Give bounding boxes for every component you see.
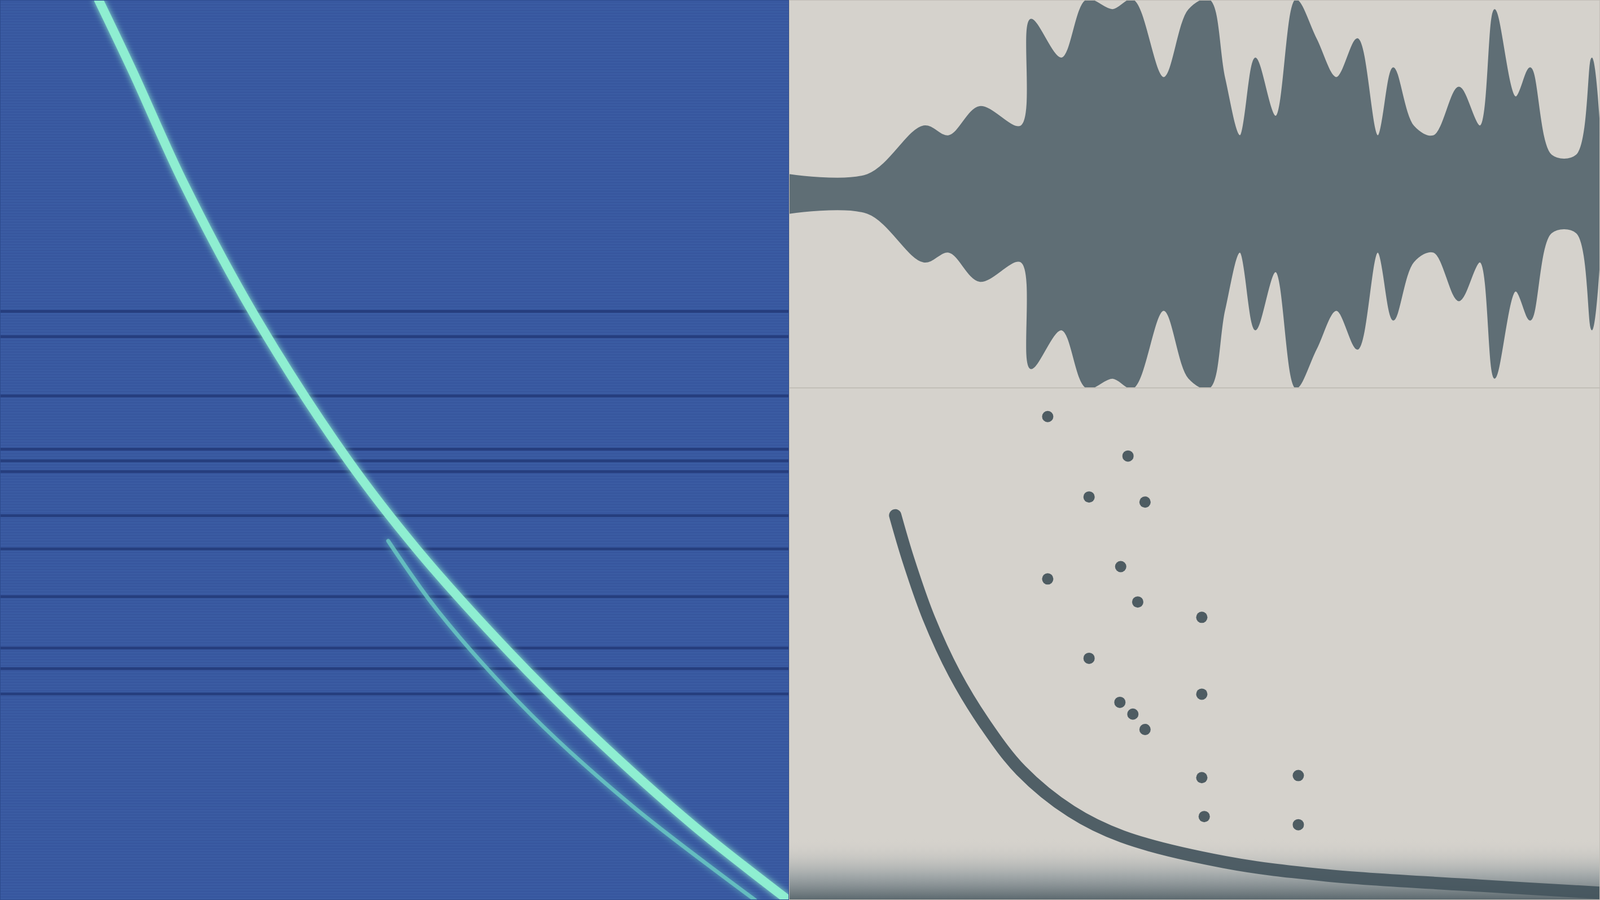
plot-frame	[0, 0, 789, 900]
flagged-channel	[0, 309, 789, 313]
flagged-channel	[0, 394, 789, 398]
background	[788, 387, 1600, 900]
scatter-point	[1198, 810, 1211, 822]
scatter-point	[1195, 611, 1208, 623]
scatter-point	[1139, 496, 1151, 508]
scatter-point	[1292, 818, 1304, 831]
scatter-point	[1292, 769, 1304, 782]
flagged-channel	[0, 447, 789, 451]
figure	[0, 0, 1600, 900]
plot-area	[788, 410, 1600, 900]
series-line	[895, 515, 1600, 893]
scatter-point	[1195, 687, 1208, 700]
waveform-envelope	[788, 0, 1600, 388]
scatter-point	[1195, 771, 1208, 783]
flagged-channel	[0, 470, 789, 473]
scatter-point	[1132, 595, 1144, 608]
panel	[788, 387, 1600, 900]
series-line	[98, 0, 787, 898]
flagged-channel	[0, 335, 789, 339]
series-line	[388, 540, 756, 900]
flagged-channel	[0, 691, 789, 695]
flagged-channel	[0, 667, 789, 670]
flagged-channel	[0, 459, 789, 463]
plot-area	[0, 0, 789, 900]
flagged-channel	[0, 646, 789, 650]
scatter-point	[1041, 410, 1054, 423]
background	[0, 0, 789, 900]
scatter-point	[1041, 572, 1054, 585]
scatter-point	[1083, 491, 1095, 503]
scatter-point	[1139, 723, 1151, 735]
flagged-channel	[0, 594, 789, 598]
scatter-point	[1114, 696, 1126, 708]
plot-frame	[789, 0, 1600, 388]
scatter-point	[1122, 450, 1134, 462]
panel	[0, 0, 789, 900]
panel	[788, 0, 1600, 389]
scatter-point	[1127, 708, 1139, 720]
scatter-point	[1115, 560, 1127, 573]
plot-frame	[789, 388, 1600, 900]
plot-area	[788, 0, 1600, 388]
scatter-point	[1083, 652, 1095, 664]
